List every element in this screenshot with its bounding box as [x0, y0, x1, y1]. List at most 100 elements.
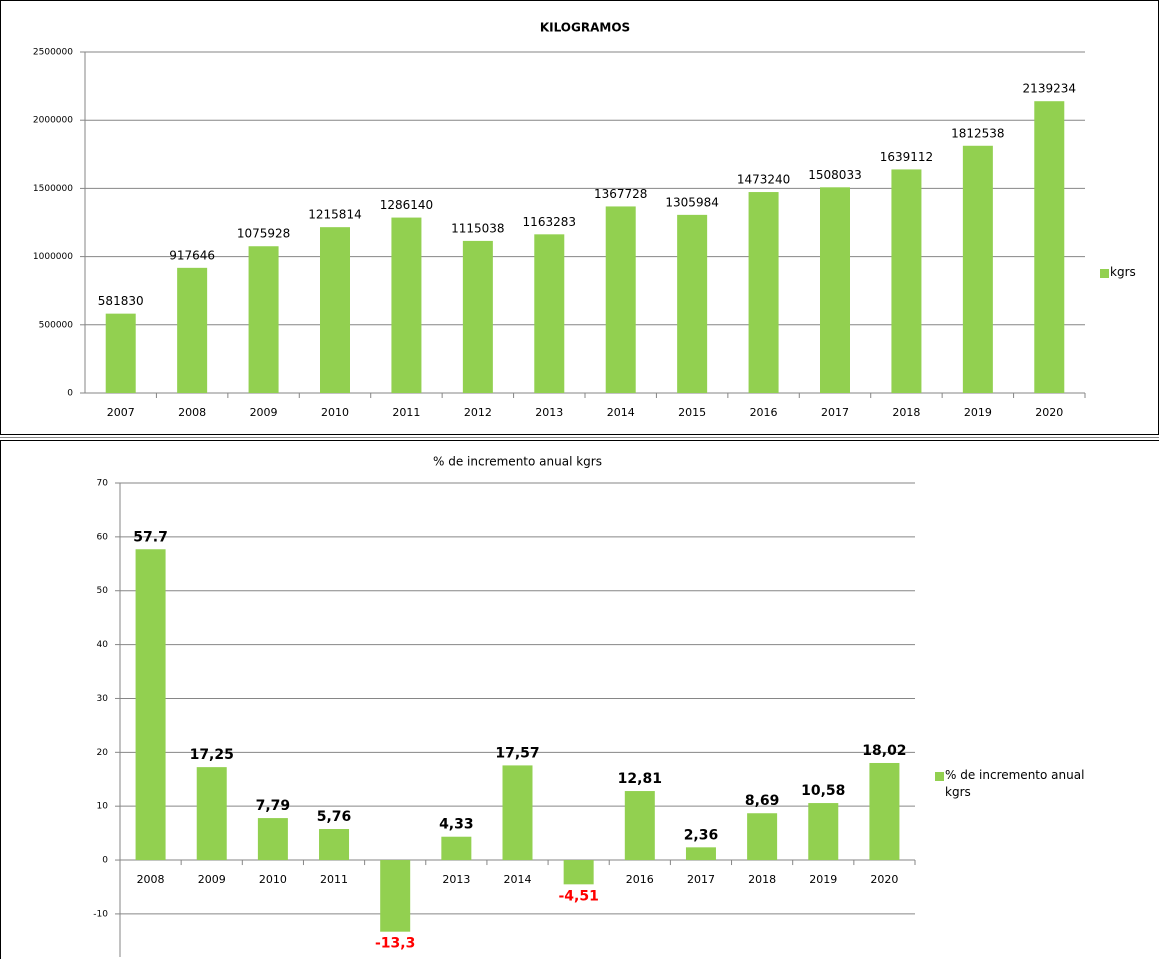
x-tick-label: 2010 [259, 873, 287, 886]
legend-swatch [935, 772, 944, 781]
value-label: 17,25 [190, 747, 234, 763]
value-label: 57.7 [133, 529, 168, 545]
value-label: 1367728 [594, 187, 647, 201]
value-label: 18,02 [862, 743, 906, 759]
y-tick-label: 2000000 [33, 116, 73, 126]
bar [1034, 101, 1065, 393]
x-tick-label: 2013 [535, 406, 563, 419]
y-tick-label: 1500000 [33, 184, 73, 194]
x-tick-label: 2010 [321, 406, 349, 419]
y-tick-label: 10 [97, 802, 109, 812]
value-label: 2,36 [684, 827, 719, 843]
value-label: 1812538 [951, 126, 1004, 140]
bar [869, 762, 900, 861]
bar [105, 313, 136, 393]
y-tick-label: 70 [97, 479, 109, 489]
y-tick-label: 0 [67, 389, 73, 399]
bar [624, 791, 655, 861]
value-label: 1215814 [308, 208, 361, 222]
x-tick-label: 2015 [678, 406, 706, 419]
x-tick-label: 2017 [687, 873, 715, 886]
y-tick-label: 1000000 [33, 252, 73, 262]
bar [320, 227, 350, 393]
bar [534, 234, 565, 393]
legend-label: kgrs [1110, 265, 1136, 279]
value-label: 1639112 [880, 150, 933, 164]
value-label: 8,69 [745, 793, 780, 809]
bar [196, 767, 227, 861]
x-tick-label: 2011 [392, 406, 420, 419]
legend-label: % de incremento anual kgrs [945, 768, 1085, 799]
bar [891, 169, 922, 393]
value-label: 5,76 [317, 809, 352, 825]
y-tick-label: 2500000 [33, 48, 73, 58]
x-tick-label: 2012 [464, 406, 492, 419]
x-tick-label: 2009 [250, 406, 278, 419]
bar [605, 206, 636, 393]
x-tick-label: 2017 [821, 406, 849, 419]
y-tick-label: 500000 [39, 320, 74, 330]
value-label: -13,3 [375, 936, 415, 952]
value-label: 917646 [169, 248, 215, 262]
legend-swatch [1100, 269, 1109, 278]
y-tick-label: 40 [97, 640, 109, 650]
value-label: 10,58 [801, 783, 845, 799]
bar [563, 860, 594, 885]
x-tick-label: 2019 [809, 873, 837, 886]
x-tick-label: 2014 [607, 406, 635, 419]
value-label: 1163283 [523, 215, 576, 229]
value-label: 581830 [98, 294, 144, 308]
bar [677, 214, 708, 393]
value-label: 1115038 [451, 221, 504, 235]
value-label: 4,33 [439, 817, 474, 833]
x-tick-label: 2007 [107, 406, 135, 419]
x-tick-label: 2020 [1035, 406, 1063, 419]
bar [685, 847, 716, 861]
value-label: 1075928 [237, 227, 290, 241]
bar [441, 836, 472, 861]
bar [135, 549, 166, 861]
bar [257, 818, 288, 861]
y-tick-label: 60 [97, 532, 109, 542]
bar [319, 829, 350, 861]
bar [747, 813, 778, 861]
bar [391, 217, 422, 393]
bar [177, 267, 208, 393]
x-tick-label: 2020 [870, 873, 898, 886]
bar [380, 860, 411, 932]
bar [248, 246, 279, 393]
y-tick-label: 30 [97, 694, 109, 704]
bar [820, 187, 850, 393]
x-tick-label: 2008 [178, 406, 206, 419]
x-tick-label: 2009 [198, 873, 226, 886]
value-label: 12,81 [618, 771, 662, 787]
value-label: -4,51 [558, 888, 598, 904]
x-tick-label: 2011 [320, 873, 348, 886]
bar [748, 192, 779, 393]
bar [808, 803, 839, 861]
value-label: 1473240 [737, 173, 790, 187]
y-tick-label: -10 [93, 909, 108, 919]
x-tick-label: 2014 [504, 873, 532, 886]
x-tick-label: 2018 [892, 406, 920, 419]
value-label: 17,57 [495, 745, 539, 761]
value-label: 7,79 [256, 798, 291, 814]
x-tick-label: 2008 [137, 873, 165, 886]
x-tick-label: 2016 [626, 873, 654, 886]
x-tick-label: 2016 [750, 406, 778, 419]
chart-title: % de incremento anual kgrs [433, 455, 602, 469]
bar [502, 765, 533, 861]
x-tick-label: 2019 [964, 406, 992, 419]
bar [462, 240, 493, 393]
value-label: 1305984 [665, 195, 718, 209]
value-label: 1508033 [808, 168, 861, 182]
x-tick-label: 2013 [442, 873, 470, 886]
y-tick-label: 0 [102, 856, 108, 866]
value-label: 1286140 [380, 198, 433, 212]
y-tick-label: 50 [97, 586, 109, 596]
bar [962, 145, 993, 393]
y-tick-label: 20 [97, 748, 109, 758]
value-label: 2139234 [1023, 82, 1076, 96]
